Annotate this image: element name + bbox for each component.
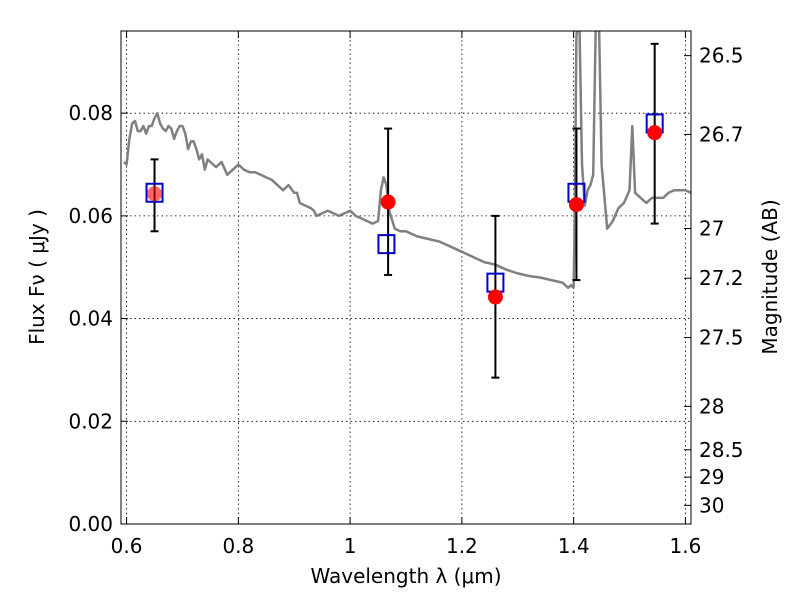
observed-point [647, 125, 663, 141]
right-tick-label: 27.2 [699, 266, 744, 290]
grid [121, 31, 691, 525]
x-tick-label: 0.6 [111, 534, 143, 558]
plot-area [122, 31, 691, 290]
observed-point [568, 197, 584, 213]
y-tick-label: 0.08 [68, 101, 113, 125]
y-axis-title: Flux Fν ( μJy ) [25, 209, 49, 345]
model-point [377, 234, 396, 255]
right-tick-label: 28.5 [699, 438, 744, 462]
right-tick-label: 26.7 [699, 122, 744, 146]
right-tick-label: 28 [699, 394, 724, 418]
right-tick-label: 30 [699, 493, 724, 517]
observed-point [380, 194, 396, 210]
axes: 0.6 0.8 1 1.2 1.4 1.6 0.00 0.02 0.04 0.06 0.08 26.5… [68, 31, 744, 558]
model-spectrum-line [122, 31, 691, 290]
y-tick-label: 0.00 [68, 512, 113, 536]
y-tick-label: 0.06 [68, 204, 113, 228]
plot-frame [120, 30, 692, 525]
x-tick-label: 1.2 [446, 534, 478, 558]
y-tick-label: 0.04 [68, 307, 113, 331]
observed-point [487, 289, 503, 305]
right-tick-label: 26.5 [699, 44, 744, 68]
observed-point [147, 186, 163, 202]
x-tick-label: 1.6 [670, 534, 702, 558]
x-tick-label: 1 [344, 534, 357, 558]
x-tick-label: 0.8 [222, 534, 254, 558]
error-bars [145, 42, 664, 379]
y-tick-label: 0.02 [68, 409, 113, 433]
right-axis-title: Magnitude (AB) [758, 199, 782, 354]
x-axis-title: Wavelength λ (μm) [310, 564, 501, 588]
right-tick-label: 27 [699, 216, 724, 240]
right-tick-label: 27.5 [699, 326, 744, 350]
model-point [145, 182, 164, 203]
right-tick-label: 29 [699, 465, 724, 489]
x-tick-label: 1.4 [558, 534, 590, 558]
